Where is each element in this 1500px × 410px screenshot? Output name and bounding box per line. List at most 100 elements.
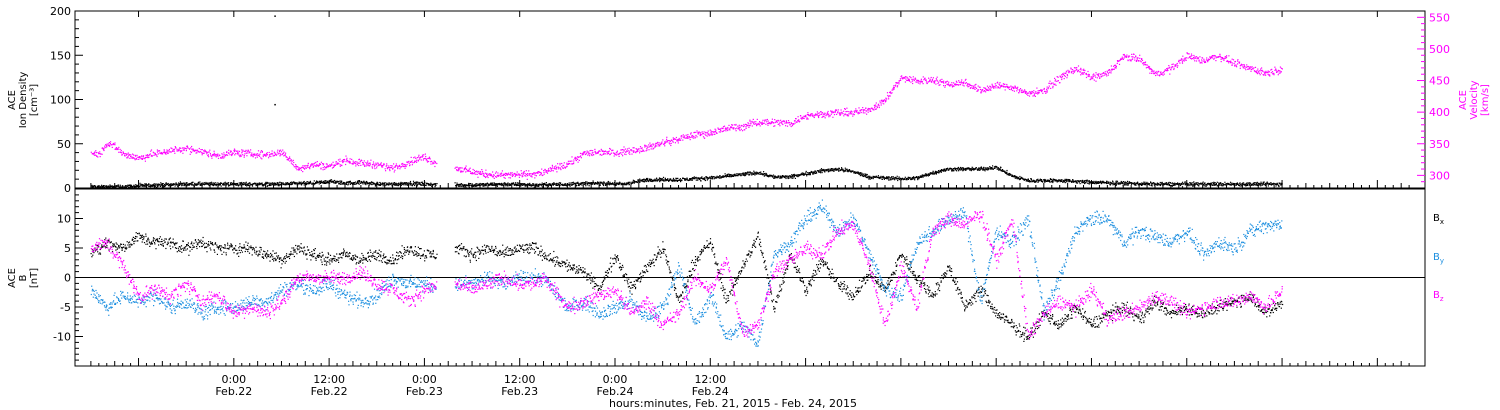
data-point xyxy=(195,183,197,185)
data-point xyxy=(653,179,656,181)
data-point xyxy=(138,158,140,160)
data-point xyxy=(309,180,311,182)
data-point xyxy=(237,185,240,187)
data-point xyxy=(728,176,730,178)
data-point xyxy=(991,168,993,170)
data-point xyxy=(506,174,509,176)
data-point xyxy=(509,174,511,176)
data-point xyxy=(1168,184,1170,186)
data-point xyxy=(316,180,318,182)
data-point xyxy=(1127,184,1129,186)
data-point xyxy=(524,175,526,177)
data-point xyxy=(419,157,421,159)
data-point xyxy=(548,168,550,170)
data-point xyxy=(174,146,176,148)
data-point xyxy=(490,182,492,184)
data-point xyxy=(342,183,344,185)
data-point xyxy=(1248,183,1251,185)
data-point xyxy=(838,169,840,171)
data-point xyxy=(114,142,116,144)
data-point xyxy=(278,182,280,184)
data-point xyxy=(585,185,587,187)
data-point xyxy=(1171,184,1173,187)
data-point xyxy=(221,157,223,159)
data-point xyxy=(576,156,579,158)
data-point xyxy=(621,149,623,151)
data-point xyxy=(1161,181,1163,183)
density-tick-label: 200 xyxy=(50,5,71,18)
data-point xyxy=(1144,184,1146,186)
data-point xyxy=(252,155,254,157)
data-point xyxy=(266,183,268,185)
data-point xyxy=(490,173,492,176)
data-point xyxy=(468,169,470,172)
data-point xyxy=(1022,178,1024,180)
data-point xyxy=(602,184,604,186)
data-point xyxy=(163,152,166,154)
data-point xyxy=(423,154,425,156)
data-point xyxy=(553,166,556,168)
data-point xyxy=(765,174,767,176)
data-point xyxy=(298,167,300,169)
data-point xyxy=(401,183,403,186)
data-point xyxy=(580,183,582,185)
data-point xyxy=(620,152,622,154)
data-point xyxy=(749,172,751,174)
data-point xyxy=(539,171,541,174)
data-point xyxy=(732,174,734,176)
data-point xyxy=(283,151,285,153)
data-point xyxy=(581,182,583,184)
data-point xyxy=(957,166,960,169)
data-point xyxy=(192,181,194,183)
data-point xyxy=(875,175,877,177)
data-point xyxy=(249,151,251,153)
data-point xyxy=(528,174,531,176)
data-point xyxy=(527,173,529,175)
data-point xyxy=(841,169,843,171)
data-point xyxy=(719,131,721,133)
data-point xyxy=(189,148,191,150)
data-point xyxy=(321,163,324,165)
data-point xyxy=(204,151,206,153)
data-point xyxy=(120,152,122,154)
data-point xyxy=(726,175,728,177)
data-point xyxy=(245,152,247,154)
data-point xyxy=(434,186,436,188)
data-point xyxy=(713,178,715,180)
data-point xyxy=(602,150,604,152)
data-point xyxy=(178,183,180,185)
data-point xyxy=(1052,180,1054,182)
data-point xyxy=(496,183,498,185)
data-point xyxy=(101,185,104,187)
data-point xyxy=(1030,178,1032,180)
data-point xyxy=(243,156,245,158)
data-point xyxy=(766,174,768,176)
data-point xyxy=(344,183,346,185)
data-point xyxy=(390,166,393,169)
data-point xyxy=(170,185,172,187)
data-point xyxy=(334,164,337,166)
data-point xyxy=(1116,181,1119,183)
data-point xyxy=(599,153,602,155)
data-point xyxy=(372,161,375,163)
data-point xyxy=(1110,182,1112,184)
data-point xyxy=(598,184,600,186)
data-point xyxy=(653,180,655,182)
data-point xyxy=(338,163,340,165)
data-point xyxy=(819,169,821,171)
data-point xyxy=(838,167,840,170)
data-point xyxy=(310,165,312,167)
data-point xyxy=(481,169,483,171)
data-point xyxy=(870,177,872,180)
data-point xyxy=(289,156,291,158)
data-point xyxy=(289,181,292,184)
density-axis-title: [cm⁻³] xyxy=(29,84,40,116)
data-point xyxy=(118,146,120,148)
data-point xyxy=(1004,170,1006,172)
data-point xyxy=(864,174,866,176)
data-point xyxy=(902,177,904,180)
data-point xyxy=(135,186,137,188)
data-point xyxy=(522,183,524,185)
data-point xyxy=(876,176,878,179)
data-point xyxy=(631,153,633,155)
